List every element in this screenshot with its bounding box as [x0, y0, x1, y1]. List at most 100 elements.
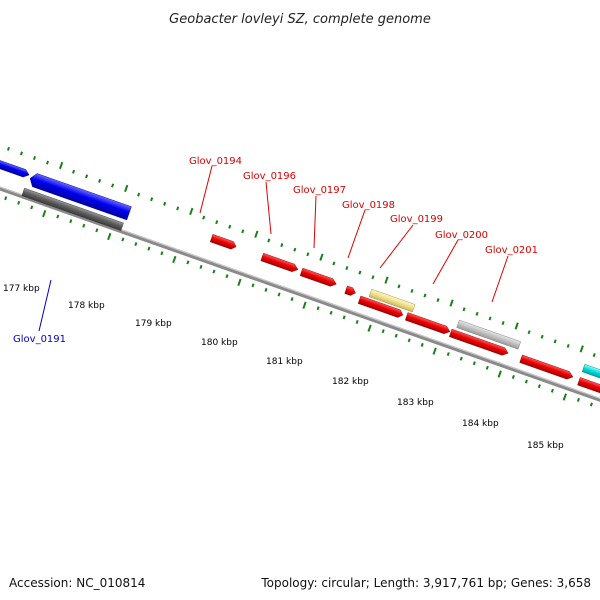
- callout-line-glov-0199: [379, 224, 414, 269]
- callout-line-glov-0200: [432, 239, 459, 285]
- gene-label-glov-0191[interactable]: Glov_0191: [13, 334, 66, 345]
- minor-tick: [329, 310, 333, 315]
- minor-tick: [30, 205, 34, 210]
- minor-tick: [32, 156, 37, 160]
- minor-tick: [316, 306, 320, 311]
- callout-line-glov-0194: [199, 165, 213, 214]
- minor-tick: [69, 219, 73, 224]
- major-tick: [497, 370, 502, 378]
- minor-tick: [228, 224, 232, 229]
- callout-line-glov-0197: [313, 195, 317, 249]
- minor-tick: [199, 264, 203, 269]
- minor-tick: [436, 298, 440, 303]
- minor-tick: [423, 293, 427, 298]
- minor-tick: [290, 297, 294, 302]
- feature-red-0200: [405, 312, 451, 334]
- minor-tick: [202, 215, 206, 220]
- accession-text: Accession: NC_010814: [9, 576, 145, 590]
- gene-label-glov-0199[interactable]: Glov_0199: [390, 214, 443, 225]
- minor-tick: [332, 261, 336, 266]
- major-tick: [107, 232, 112, 241]
- major-tick: [432, 347, 437, 355]
- gene-callouts: [38, 165, 509, 332]
- major-tick: [237, 278, 242, 287]
- scale-label: 184 kbp: [462, 419, 499, 429]
- feature-blue-left-edge: [0, 156, 30, 178]
- major-tick: [319, 253, 324, 261]
- feature-red-small: [344, 285, 356, 296]
- minor-tick: [95, 228, 99, 233]
- minor-tick: [306, 252, 310, 257]
- gene-label-glov-0201[interactable]: Glov_0201: [485, 245, 538, 256]
- scale-label: 181 kbp: [266, 357, 303, 367]
- minor-tick: [150, 197, 154, 202]
- gene-label-glov-0194[interactable]: Glov_0194: [189, 156, 242, 167]
- minor-tick: [342, 315, 346, 320]
- minor-tick: [475, 311, 479, 316]
- minor-tick: [137, 192, 141, 197]
- minor-tick: [553, 339, 557, 344]
- callout-line-glov-0198: [347, 209, 366, 259]
- minor-tick: [566, 343, 570, 348]
- major-tick: [302, 301, 307, 309]
- minor-tick: [410, 288, 414, 293]
- minor-tick: [147, 246, 151, 251]
- gene-label-glov-0198[interactable]: Glov_0198: [342, 200, 395, 211]
- scale-label: 178 kbp: [68, 301, 105, 311]
- callout-line-glov-0196: [265, 181, 272, 235]
- minor-tick: [212, 269, 216, 274]
- minor-tick: [19, 151, 24, 156]
- minor-tick: [45, 160, 50, 165]
- callout-line-glov-0201: [491, 255, 509, 303]
- feature-yellow-0199: [368, 288, 416, 313]
- gene-label-glov-0196[interactable]: Glov_0196: [243, 171, 296, 182]
- minor-tick: [540, 334, 544, 339]
- features-forward: [0, 156, 600, 409]
- feature-red-far-right: [577, 377, 600, 409]
- minor-tick: [485, 365, 489, 370]
- minor-tick: [134, 242, 138, 247]
- minor-tick: [56, 214, 60, 219]
- feature-red-0198: [357, 295, 404, 318]
- map-title: Geobacter lovleyi SZ, complete genome: [169, 12, 431, 27]
- minor-tick: [407, 338, 411, 343]
- gene-label-glov-0197[interactable]: Glov_0197: [293, 185, 346, 196]
- minor-tick: [381, 329, 385, 334]
- feature-red-0194: [209, 234, 237, 250]
- feature-red-lower: [449, 328, 509, 356]
- minor-tick: [592, 353, 596, 358]
- minor-tick: [550, 388, 554, 393]
- major-tick: [367, 324, 372, 332]
- minor-tick: [121, 237, 125, 242]
- minor-tick: [355, 319, 359, 324]
- minor-tick: [459, 356, 463, 361]
- minor-tick: [264, 287, 268, 292]
- major-tick: [42, 209, 47, 218]
- minor-tick: [394, 333, 398, 338]
- minor-tick: [446, 352, 450, 357]
- minor-tick: [462, 307, 466, 312]
- minor-tick: [215, 220, 219, 225]
- gene-labels: Glov_0194 Glov_0196 Glov_0197 Glov_0198 …: [13, 156, 538, 345]
- minor-tick: [371, 275, 375, 280]
- genome-summary-text: Topology: circular; Length: 3,917,761 bp…: [260, 576, 591, 590]
- minor-tick: [420, 342, 424, 347]
- minor-tick: [72, 169, 76, 174]
- major-tick: [254, 230, 259, 238]
- minor-tick: [589, 402, 593, 407]
- scale-label: 179 kbp: [135, 319, 172, 329]
- minor-tick: [163, 201, 167, 206]
- gene-label-glov-0200[interactable]: Glov_0200: [435, 230, 488, 241]
- minor-tick: [576, 397, 580, 402]
- major-tick: [449, 299, 454, 307]
- scale-label: 182 kbp: [332, 377, 369, 387]
- feature-gray-dark: [21, 187, 124, 231]
- feature-cyan-right: [581, 364, 600, 396]
- minor-tick: [6, 146, 10, 151]
- minor-tick: [511, 375, 515, 379]
- minor-tick: [345, 266, 349, 270]
- minor-tick: [397, 284, 401, 289]
- feature-red-0197: [299, 267, 337, 287]
- minor-tick: [524, 379, 528, 384]
- scale-label: 180 kbp: [201, 338, 238, 348]
